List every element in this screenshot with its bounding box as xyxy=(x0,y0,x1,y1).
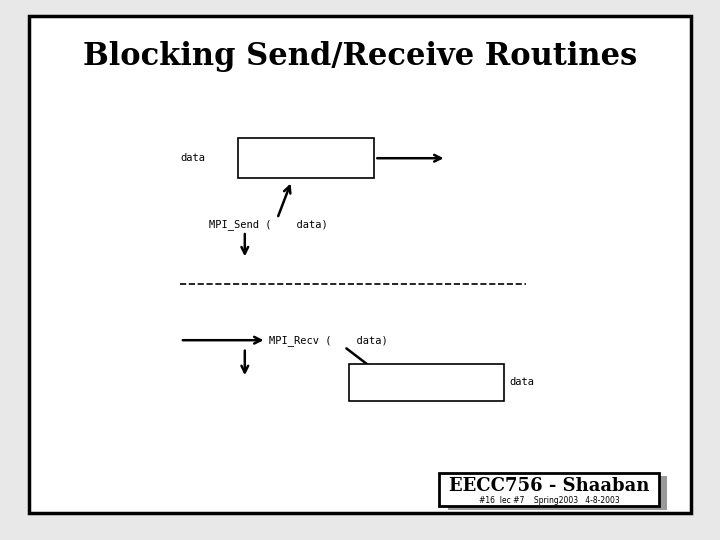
Bar xyxy=(238,138,374,178)
Bar xyxy=(448,476,667,510)
Text: data: data xyxy=(180,153,205,163)
Text: data: data xyxy=(509,377,534,387)
Text: EECC756 - Shaaban: EECC756 - Shaaban xyxy=(449,477,649,495)
Text: Blocking Send/Receive Routines: Blocking Send/Receive Routines xyxy=(83,41,637,72)
Text: MPI_Recv (    data): MPI_Recv ( data) xyxy=(269,335,387,346)
Text: #16  lec #7    Spring2003   4-8-2003: #16 lec #7 Spring2003 4-8-2003 xyxy=(479,496,620,505)
Bar xyxy=(349,364,504,401)
Text: MPI_Send (    data): MPI_Send ( data) xyxy=(209,219,328,230)
Bar xyxy=(439,472,659,506)
